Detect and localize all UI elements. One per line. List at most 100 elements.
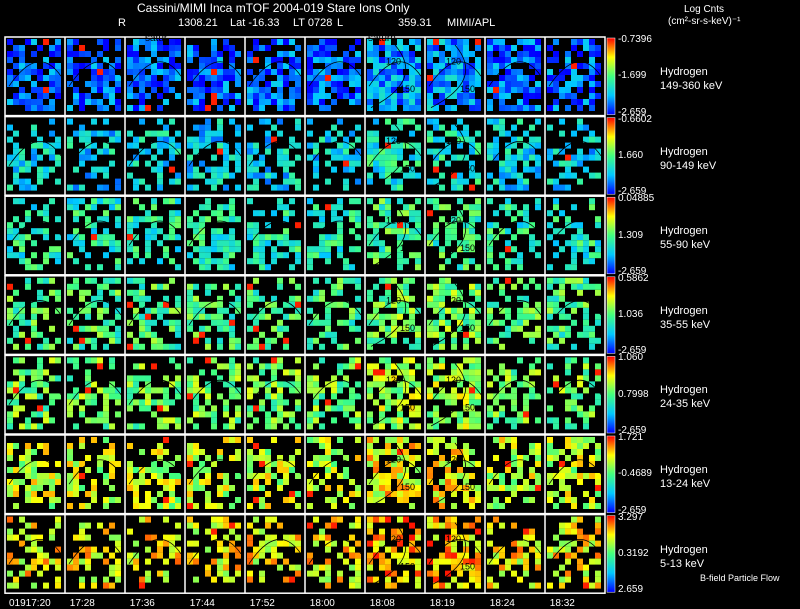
heatmap-cell xyxy=(355,357,361,364)
heatmap-cell xyxy=(391,57,397,63)
heatmap-cell xyxy=(157,283,163,290)
heatmap-cell xyxy=(469,240,475,247)
heatmap-cell xyxy=(409,130,415,137)
heatmap-cell xyxy=(469,363,475,370)
heatmap-cell xyxy=(367,576,373,583)
heatmap-cell xyxy=(313,313,319,320)
heatmap-cell xyxy=(91,479,97,485)
heatmap-cell xyxy=(37,295,43,302)
contour-line xyxy=(488,459,542,485)
heatmap-cell xyxy=(547,283,553,290)
heatmap-cell xyxy=(415,216,421,223)
heatmap-cell xyxy=(253,479,259,485)
heatmap-cell xyxy=(439,264,445,271)
heatmap-cell xyxy=(199,258,205,265)
heatmap-cell xyxy=(571,75,577,81)
heatmap-cell xyxy=(295,142,301,149)
heatmap-cell xyxy=(193,473,199,479)
heatmap-cell xyxy=(205,252,211,259)
heatmap-cell xyxy=(313,570,319,577)
heatmap-cell xyxy=(223,93,229,99)
heatmap-cell xyxy=(67,198,73,205)
heatmap-cell xyxy=(379,497,385,503)
heatmap-cell xyxy=(571,528,577,535)
heatmap-cell xyxy=(559,118,565,125)
heatmap-cell xyxy=(43,63,49,69)
heatmap-cell xyxy=(391,437,397,443)
heatmap-cell xyxy=(85,148,91,155)
heatmap-cell xyxy=(7,337,13,344)
heatmap-cell xyxy=(325,522,331,529)
heatmap-cell xyxy=(103,503,109,509)
heatmap-cell xyxy=(7,234,13,241)
heatmap-cell xyxy=(175,363,181,370)
heatmap-cell xyxy=(163,57,169,63)
heatmap-cell xyxy=(193,331,199,338)
heatmap-cell xyxy=(175,375,181,382)
heatmap-cell xyxy=(31,184,37,191)
contour-label: 120 xyxy=(386,136,401,146)
species-label: Hydrogen xyxy=(660,464,708,476)
heatmap-cell xyxy=(223,558,229,565)
heatmap-cell xyxy=(349,363,355,370)
heatmap-cell xyxy=(511,417,517,424)
heatmap-cell xyxy=(433,564,439,571)
heatmap-cell xyxy=(127,246,133,253)
heatmap-cell xyxy=(295,184,301,191)
heatmap-cell xyxy=(547,337,553,344)
heatmap-cell xyxy=(343,363,349,370)
heatmap-cell xyxy=(439,184,445,191)
heatmap-cell xyxy=(253,337,259,344)
heatmap-cell xyxy=(31,99,37,105)
heatmap-cell xyxy=(43,216,49,223)
heatmap-cell xyxy=(589,99,595,105)
heatmap-cell xyxy=(259,343,265,350)
heatmap-cell xyxy=(559,449,565,455)
heatmap-cell xyxy=(217,87,223,93)
heatmap-cell xyxy=(463,387,469,394)
heatmap-cell xyxy=(295,178,301,185)
heatmap-cell xyxy=(157,63,163,69)
heatmap-cell xyxy=(445,516,451,523)
heatmap-cell xyxy=(325,443,331,449)
heatmap-cell xyxy=(103,319,109,326)
heatmap-cell xyxy=(169,166,175,173)
heatmap-cell xyxy=(583,124,589,131)
heatmap-cell xyxy=(367,552,373,559)
heatmap-cell xyxy=(223,154,229,161)
heatmap-cell xyxy=(229,45,235,51)
heatmap-cell xyxy=(13,387,19,394)
heatmap-cell xyxy=(463,124,469,131)
heatmap-cell xyxy=(127,228,133,235)
heatmap-cell xyxy=(193,405,199,412)
heatmap-cell xyxy=(565,160,571,167)
heatmap-cell xyxy=(229,503,235,509)
heatmap-cell xyxy=(331,166,337,173)
heatmap-cell xyxy=(349,99,355,105)
heatmap-cell xyxy=(433,63,439,69)
heatmap-cell xyxy=(493,57,499,63)
heatmap-cell xyxy=(115,534,121,541)
heatmap-cell xyxy=(415,479,421,485)
heatmap-cell xyxy=(583,411,589,418)
heatmap-cell xyxy=(337,491,343,497)
heatmap-cell xyxy=(277,105,283,111)
heatmap-cell xyxy=(97,198,103,205)
heatmap-cell xyxy=(343,136,349,143)
heatmap-cell xyxy=(55,246,61,253)
heatmap-cell xyxy=(529,369,535,376)
heatmap-cell xyxy=(445,45,451,51)
heatmap-cell xyxy=(43,582,49,589)
heatmap-cell xyxy=(217,51,223,57)
heatmap-cell xyxy=(25,369,31,376)
heatmap-cell xyxy=(451,375,457,382)
heatmap-cell xyxy=(343,142,349,149)
heatmap-cell xyxy=(253,313,259,320)
heatmap-cell xyxy=(187,222,193,229)
heatmap-cell xyxy=(247,325,253,332)
heatmap-cell xyxy=(253,99,259,105)
heatmap-cell xyxy=(535,443,541,449)
heatmap-cell xyxy=(409,343,415,350)
heatmap-cell xyxy=(103,172,109,179)
heatmap-cell xyxy=(283,99,289,105)
